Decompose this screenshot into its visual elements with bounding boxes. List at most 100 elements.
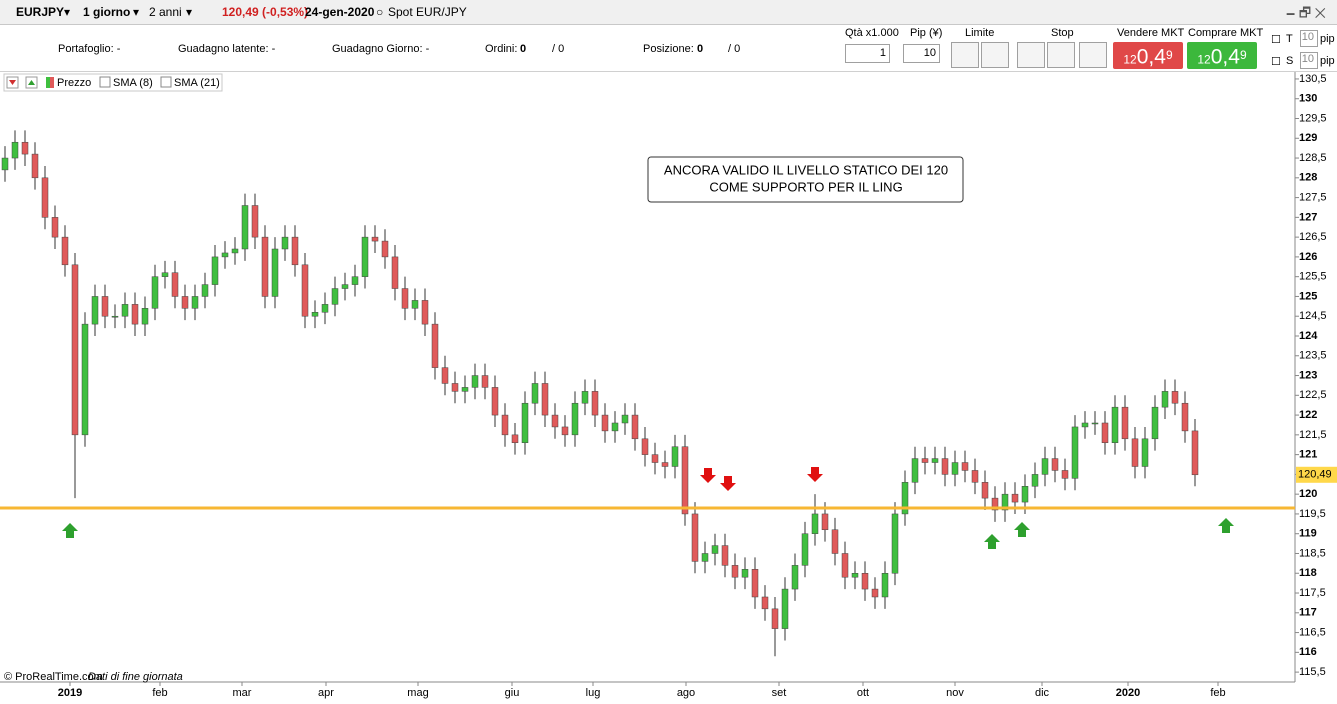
candle-body: [921, 458, 929, 463]
candle-body: [81, 323, 89, 436]
y-tick-label: 118: [1299, 567, 1317, 579]
limit-label: Limite: [965, 27, 995, 39]
stop-sell[interactable]: [1047, 42, 1075, 68]
last-change: 120,49 (-0,53%): [222, 5, 309, 19]
symbol[interactable]: EURJPY: [16, 5, 65, 19]
candle-body: [531, 383, 539, 404]
daily-gain: Guadagno Giorno: -: [332, 43, 430, 55]
last-price-box: [1296, 466, 1337, 483]
limit-buy[interactable]: [951, 42, 979, 68]
y-tick-label: 129: [1299, 132, 1317, 144]
candle-body: [551, 414, 559, 428]
unrealized: Guadagno latente: -: [178, 43, 276, 55]
candle-body: [241, 205, 249, 250]
candle-body: [971, 470, 979, 483]
candle-body: [601, 414, 609, 432]
candle-body: [1121, 406, 1129, 440]
candle-body: [1101, 422, 1109, 444]
qty-input[interactable]: 1: [845, 44, 890, 63]
candle-body: [391, 256, 399, 289]
candle-body: [381, 240, 389, 258]
y-tick-label: 120: [1299, 488, 1317, 500]
candle-body: [861, 573, 869, 590]
window-controls[interactable]: 🗕 🗗 ✕: [1286, 5, 1326, 20]
buy-button[interactable]: 120,49: [1187, 42, 1257, 69]
sell-arrow: [807, 467, 823, 482]
legend-item[interactable]: SMA (21): [174, 77, 220, 89]
sell-button[interactable]: 120,49: [1113, 42, 1183, 69]
candle-body: [1141, 438, 1149, 467]
candle-body: [321, 304, 329, 313]
candle-body: [611, 422, 619, 432]
instrument: Spot EUR/JPY: [388, 5, 467, 19]
candle-body: [1001, 493, 1009, 511]
candle-body: [661, 462, 669, 467]
candle-body: [211, 256, 219, 285]
x-tick-label: feb: [1210, 687, 1225, 699]
stop-buy[interactable]: [1017, 42, 1045, 68]
position-label: Posizione:: [643, 43, 694, 55]
candle-body: [941, 458, 949, 475]
candle-body: [471, 375, 479, 388]
pip-input[interactable]: 10: [903, 44, 940, 63]
candle-body: [981, 482, 989, 499]
chart: Prezzo SMA (8) SMA (21) 115,5 116 116,5 117…: [0, 72, 1337, 699]
candle-body: [1191, 430, 1199, 476]
y-tick-label: 127: [1299, 211, 1317, 223]
x-tick-label: dic: [1035, 687, 1050, 699]
x-tick-label: giu: [505, 687, 520, 699]
candle-body: [331, 288, 339, 305]
candle-body: [91, 296, 99, 325]
stop-label: Stop: [1051, 27, 1074, 39]
candle-body: [461, 387, 469, 392]
portfolio: Portafoglio: -: [58, 43, 121, 55]
candle-body: [61, 236, 69, 266]
y-tick-label: 121: [1299, 449, 1317, 461]
s-pips[interactable]: 10: [1300, 52, 1318, 69]
candle-body: [581, 391, 589, 404]
position-total: / 0: [728, 43, 741, 55]
candle-body: [221, 252, 229, 258]
orders-total: / 0: [552, 43, 565, 55]
candle-body: [161, 272, 169, 277]
t-label: T: [1286, 33, 1293, 45]
sell-small: 12: [1123, 52, 1137, 67]
candle-body: [1151, 406, 1159, 440]
candle-body: [521, 402, 529, 444]
candle-body: [31, 153, 39, 179]
legend-item[interactable]: Prezzo: [57, 77, 91, 89]
y-tick-label: 117: [1299, 607, 1317, 619]
source: © ProRealTime.com: [4, 671, 103, 683]
candle-body: [141, 308, 149, 325]
candle-body: [701, 553, 709, 562]
annotation-line: COME SUPPORTO PER IL LING: [709, 179, 902, 194]
sell-pip: 9: [1165, 48, 1173, 62]
legend-item[interactable]: SMA (8): [113, 77, 153, 89]
buy-label: Comprare MKT: [1188, 27, 1264, 39]
legend: Prezzo SMA (8) SMA (21): [3, 73, 223, 92]
x-tick-label: mar: [233, 687, 252, 699]
candle-body: [291, 236, 299, 266]
y-tick-label: 119: [1299, 528, 1317, 540]
y-tick-label: 121,5: [1299, 429, 1327, 441]
qty-label: Qtà x1.000: [845, 27, 899, 39]
y-tick-label: 122: [1299, 409, 1317, 421]
range[interactable]: 2 anni: [149, 5, 182, 19]
sell-arrow: [720, 476, 736, 491]
x-tick-label: 2019: [58, 687, 82, 699]
candle-body: [901, 482, 909, 515]
candle-body: [311, 312, 319, 317]
t-pips[interactable]: 10: [1300, 30, 1318, 47]
close-position[interactable]: [1079, 42, 1107, 68]
y-tick-label: 128,5: [1299, 152, 1327, 164]
candle-body: [41, 177, 49, 218]
candle-body: [191, 296, 199, 309]
candle-body: [1161, 391, 1169, 408]
candle-body: [511, 434, 519, 444]
candle-body: [251, 205, 259, 238]
candle-body: [1111, 406, 1119, 444]
limit-sell[interactable]: [981, 42, 1009, 68]
interval[interactable]: 1 giorno: [83, 5, 131, 19]
y-tick-label: 125: [1299, 290, 1317, 302]
